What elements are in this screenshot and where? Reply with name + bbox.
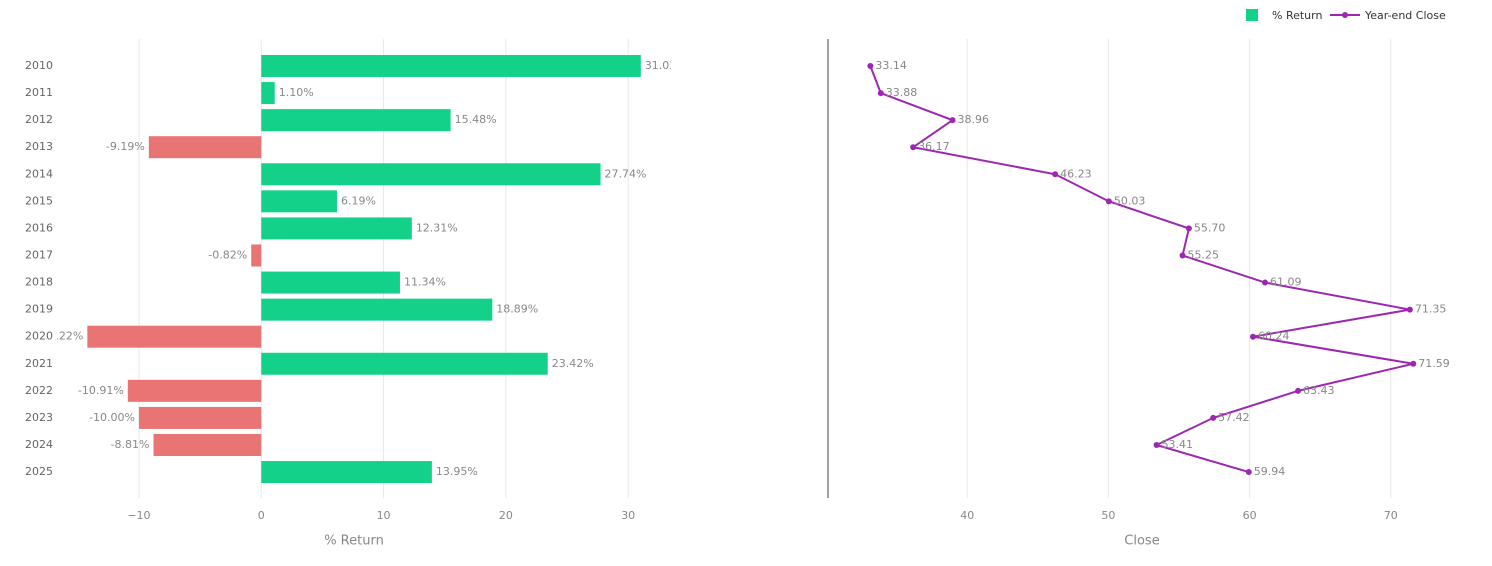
data-label: 61.09 bbox=[1270, 276, 1302, 289]
point bbox=[1250, 333, 1257, 340]
data-label: 63.43 bbox=[1303, 384, 1335, 397]
data-label: 27.74% bbox=[605, 167, 647, 180]
data-label: 11.34% bbox=[404, 276, 446, 289]
y-tick-label: 2014 bbox=[25, 167, 53, 180]
point bbox=[1406, 306, 1413, 313]
y-tick-label: 2021 bbox=[25, 357, 53, 370]
x-tick-label: 50 bbox=[1101, 509, 1115, 522]
data-label: -14.22% bbox=[37, 330, 83, 343]
y-tick-label: 2024 bbox=[25, 438, 53, 451]
data-label: 59.94 bbox=[1254, 465, 1286, 478]
data-label: 1.10% bbox=[279, 86, 314, 99]
data-label: -0.82% bbox=[208, 248, 247, 261]
y-tick-label: 2023 bbox=[25, 411, 53, 424]
bar bbox=[261, 271, 400, 294]
x-tick-label: −10 bbox=[127, 509, 150, 522]
data-label: 31.03% bbox=[645, 59, 687, 72]
axis-title: Close bbox=[1124, 534, 1159, 549]
y-tick-label: 2020 bbox=[25, 330, 53, 343]
bar bbox=[251, 244, 262, 267]
x-tick-label: 10 bbox=[377, 509, 391, 522]
point bbox=[1179, 252, 1186, 259]
data-label: 55.25 bbox=[1188, 248, 1220, 261]
x-tick-label: 30 bbox=[621, 509, 635, 522]
data-label: -10.00% bbox=[89, 411, 135, 424]
data-label: 50.03 bbox=[1114, 194, 1146, 207]
axis-title: % Return bbox=[324, 534, 384, 549]
bars: 31.03% 1.10% 15.48% -9.19% 27.74% 6.19% 12.31%… bbox=[37, 55, 687, 484]
bar bbox=[261, 461, 432, 484]
legend-swatch bbox=[1246, 9, 1258, 21]
bar bbox=[261, 109, 451, 132]
bar bbox=[261, 55, 641, 77]
data-label: 71.59 bbox=[1418, 357, 1450, 370]
point bbox=[910, 144, 917, 151]
point bbox=[949, 117, 956, 124]
y-tick-label: 2013 bbox=[25, 140, 53, 153]
data-label: -8.81% bbox=[111, 438, 150, 451]
y-tick-label: 2016 bbox=[25, 221, 53, 234]
bar bbox=[261, 82, 275, 105]
point bbox=[1153, 441, 1160, 448]
point bbox=[1410, 360, 1417, 367]
data-label: 33.88 bbox=[886, 86, 918, 99]
data-label: 13.95% bbox=[436, 465, 478, 478]
x-tick-label: 20 bbox=[499, 509, 513, 522]
data-label: 18.89% bbox=[496, 303, 538, 316]
data-label: 15.48% bbox=[455, 113, 497, 126]
point bbox=[877, 90, 884, 97]
data-label: 55.70 bbox=[1194, 221, 1226, 234]
point bbox=[1052, 171, 1059, 178]
data-label: 38.96 bbox=[958, 113, 990, 126]
y-tick-label: 2010 bbox=[25, 59, 53, 72]
bar bbox=[87, 325, 262, 348]
y-tick-label: 2018 bbox=[25, 276, 53, 289]
data-label: 36.17 bbox=[918, 140, 950, 153]
y-tick-label: 2012 bbox=[25, 113, 53, 126]
x-tick-label: 70 bbox=[1384, 509, 1398, 522]
data-label: 60.24 bbox=[1258, 330, 1290, 343]
point bbox=[1295, 387, 1302, 394]
data-label: 53.41 bbox=[1162, 438, 1194, 451]
x-tick-label: 0 bbox=[258, 509, 265, 522]
point bbox=[1262, 279, 1269, 286]
bar bbox=[153, 433, 262, 456]
bar bbox=[261, 163, 601, 186]
bar bbox=[261, 217, 412, 240]
data-label: 6.19% bbox=[341, 194, 376, 207]
y-tick-label: 2015 bbox=[25, 194, 53, 207]
y-tick-label: 2011 bbox=[25, 86, 53, 99]
bar bbox=[148, 136, 262, 159]
y-tick-label: 2022 bbox=[25, 384, 53, 397]
bar bbox=[138, 406, 262, 429]
point bbox=[867, 63, 874, 69]
bar bbox=[261, 352, 548, 375]
data-label: 71.35 bbox=[1415, 303, 1447, 316]
data-label: 23.42% bbox=[552, 357, 594, 370]
point bbox=[1105, 198, 1112, 205]
point bbox=[1245, 469, 1252, 476]
point bbox=[1185, 225, 1192, 232]
data-label: 33.14 bbox=[875, 59, 907, 72]
legend-swatch bbox=[1342, 12, 1348, 18]
y-tick-label: 2017 bbox=[25, 248, 53, 261]
x-tick-label: 40 bbox=[960, 509, 974, 522]
data-label: -10.91% bbox=[78, 384, 124, 397]
bar bbox=[261, 190, 337, 213]
bar bbox=[127, 379, 262, 402]
data-label: 57.42 bbox=[1218, 411, 1250, 424]
x-tick-label: 60 bbox=[1243, 509, 1257, 522]
legend-label: % Return bbox=[1272, 9, 1322, 22]
legend-label: Year-end Close bbox=[1364, 9, 1446, 22]
bar bbox=[261, 298, 493, 321]
data-label: 46.23 bbox=[1060, 167, 1092, 180]
point bbox=[1210, 414, 1217, 421]
data-label: 12.31% bbox=[416, 221, 458, 234]
data-label: -9.19% bbox=[106, 140, 145, 153]
y-tick-label: 2025 bbox=[25, 465, 53, 478]
line bbox=[869, 65, 1414, 474]
y-tick-label: 2019 bbox=[25, 303, 53, 316]
